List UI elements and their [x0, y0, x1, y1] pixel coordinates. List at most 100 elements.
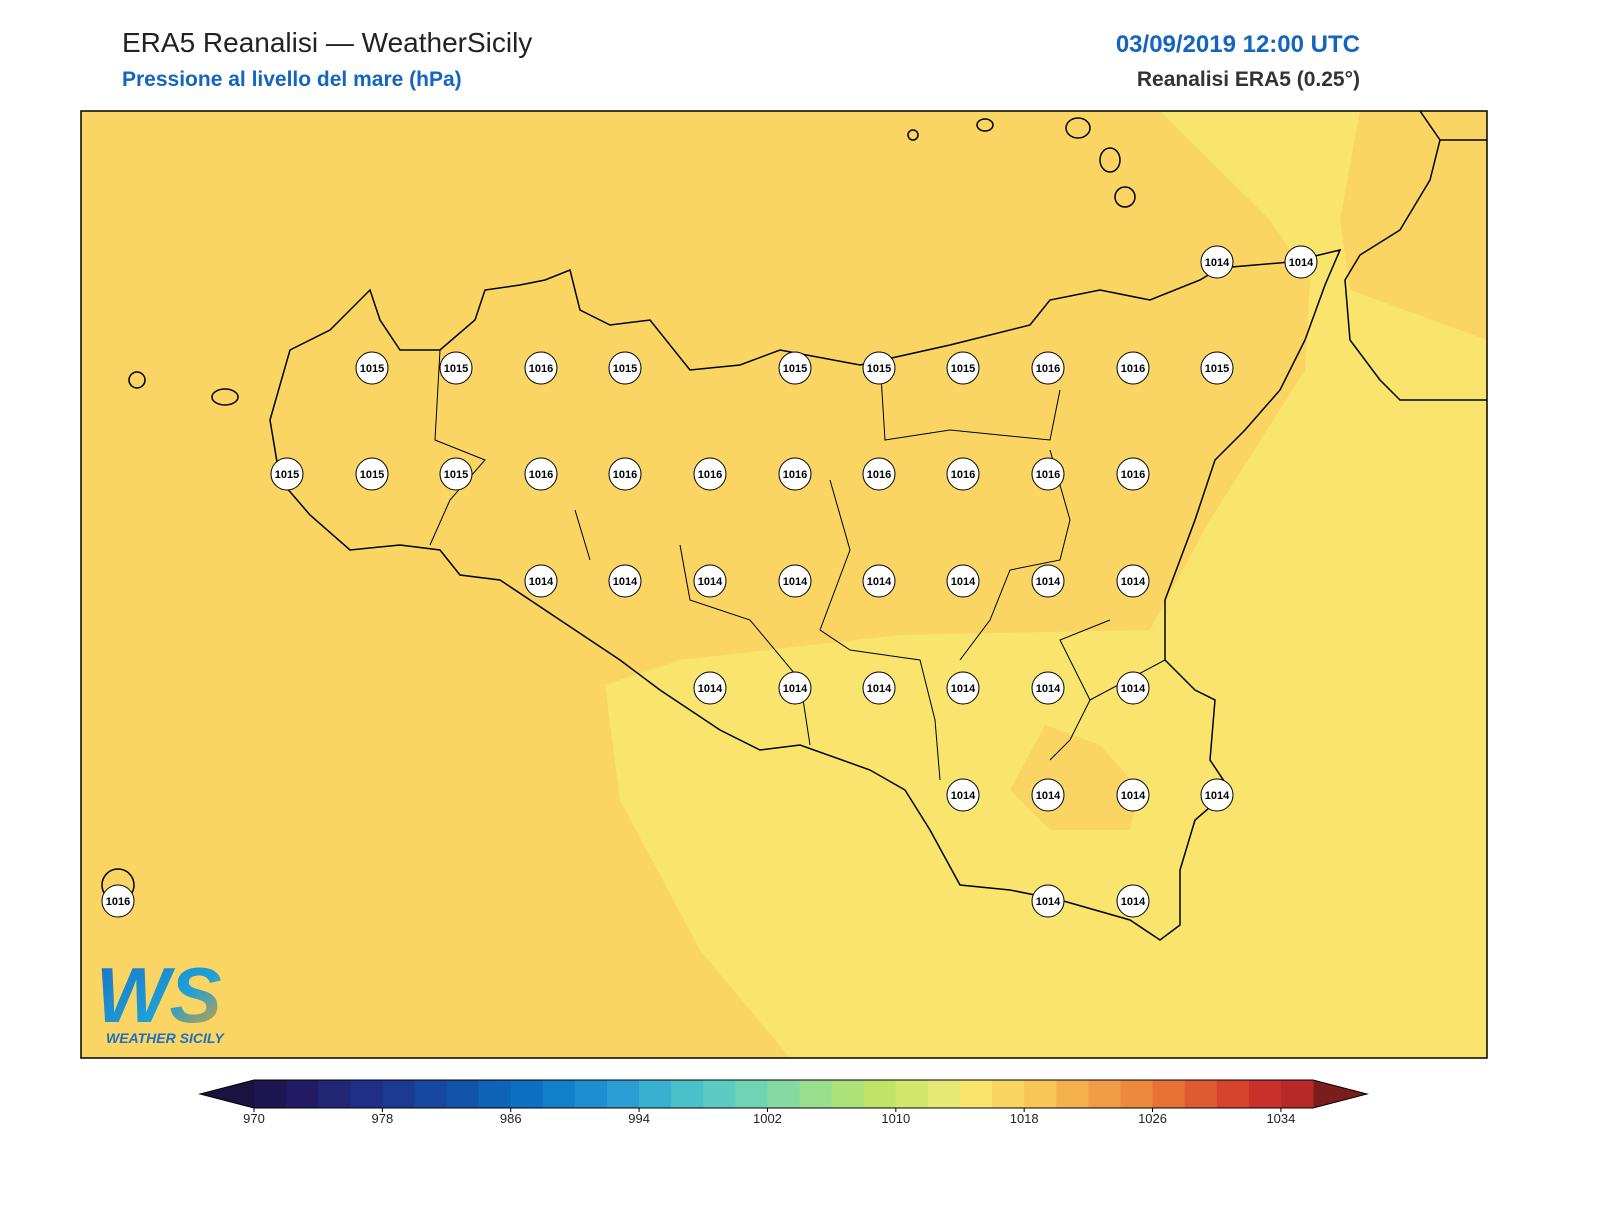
station-marker	[1031, 671, 1065, 705]
station-label: 1015	[444, 469, 468, 481]
station-label: 1016	[1121, 363, 1145, 375]
island	[976, 118, 994, 132]
colorbar-bin	[350, 1080, 383, 1108]
station-label: 1014	[529, 576, 554, 588]
station-label: 1014	[1036, 790, 1061, 802]
station-marker	[862, 564, 896, 598]
station-label: 1014	[867, 683, 892, 695]
station-label: 1016	[613, 469, 637, 481]
colorbar-bin	[1184, 1080, 1218, 1108]
station-marker	[1116, 671, 1150, 705]
colorbar-bin	[767, 1080, 801, 1108]
colorbar-tick-label: 1026	[1138, 1111, 1167, 1126]
station-marker	[1031, 778, 1065, 812]
datetime: 03/09/2019 12:00 UTC	[1116, 31, 1360, 58]
coastline-calabria	[1344, 111, 1487, 401]
colorbar-bin	[382, 1080, 415, 1108]
station-label: 1014	[1289, 257, 1314, 269]
station-label: 1016	[951, 469, 975, 481]
colorbar-bin	[927, 1080, 961, 1108]
colorbar-bin	[1088, 1080, 1121, 1108]
station-marker	[355, 351, 389, 385]
subtitle: Pressione al livello del mare (hPa)	[122, 68, 462, 91]
station-marker	[946, 564, 980, 598]
station-label: 1015	[783, 363, 807, 375]
station-marker	[778, 564, 812, 598]
map-frame	[80, 110, 1488, 1059]
station-marker	[946, 671, 980, 705]
station-label: 1014	[698, 683, 723, 695]
station-marker	[1200, 351, 1234, 385]
station-label: 1014	[867, 576, 892, 588]
station-label: 1014	[1036, 896, 1061, 908]
island	[1065, 117, 1091, 139]
station-marker	[862, 671, 896, 705]
station-marker	[608, 564, 642, 598]
colorbar-tick-label: 986	[500, 1111, 522, 1126]
station-marker	[693, 671, 727, 705]
colorbar-tick-label: 970	[243, 1111, 265, 1126]
colorbar-bin	[1152, 1080, 1186, 1108]
station-marker	[439, 457, 473, 491]
station-label: 1014	[1121, 576, 1146, 588]
colorbar-tick-label: 978	[372, 1111, 394, 1126]
station-label: 1015	[275, 469, 299, 481]
colorbar-outline	[198, 1079, 1369, 1109]
colorbar-bin	[574, 1080, 608, 1108]
station-label: 1015	[951, 363, 975, 375]
station-marker	[524, 351, 558, 385]
colorbar-bin	[254, 1080, 287, 1108]
colorbar-bin	[446, 1080, 480, 1108]
station-label: 1014	[1205, 257, 1230, 269]
stations: 1014 1014 1015 1015 1016 1015 1015 1015 1015 1016…	[101, 245, 1318, 918]
station-label: 1015	[613, 363, 637, 375]
colorbar-bin	[414, 1080, 448, 1108]
source: Reanalisi ERA5 (0.25°)	[1137, 68, 1360, 91]
station-label: 1014	[698, 576, 723, 588]
colorbar-bin	[510, 1080, 544, 1108]
colorbar-bin	[1216, 1080, 1250, 1108]
station-label: 1014	[1036, 576, 1061, 588]
station-label: 1016	[867, 469, 891, 481]
island	[907, 129, 919, 141]
station-marker	[608, 351, 642, 385]
island	[1114, 186, 1136, 208]
station-label: 1016	[1036, 363, 1060, 375]
station-marker	[946, 351, 980, 385]
colorbar-bin	[992, 1080, 1025, 1108]
station-marker	[862, 457, 896, 491]
logo-mark: WS	[96, 951, 222, 1039]
station-label: 1016	[1121, 469, 1145, 481]
station-marker	[1116, 457, 1150, 491]
station-marker	[1031, 457, 1065, 491]
station-label: 1014	[1121, 683, 1146, 695]
station-marker	[1200, 778, 1234, 812]
station-label: 1014	[951, 683, 976, 695]
colorbar-bin	[639, 1080, 672, 1108]
colorbar-bin	[895, 1080, 929, 1108]
station-label: 1014	[1036, 683, 1061, 695]
station-marker	[946, 457, 980, 491]
colorbar-under	[200, 1080, 254, 1108]
colorbar-bin	[960, 1080, 993, 1108]
island	[211, 388, 239, 406]
station-marker	[1116, 351, 1150, 385]
station-marker	[355, 457, 389, 491]
station-label: 1016	[529, 469, 553, 481]
station-marker	[1284, 245, 1318, 279]
station-marker	[608, 457, 642, 491]
station-marker	[101, 884, 135, 918]
station-label: 1016	[106, 896, 130, 908]
station-marker	[439, 351, 473, 385]
station-label: 1014	[951, 790, 976, 802]
station-marker	[1116, 564, 1150, 598]
station-label: 1014	[1121, 896, 1146, 908]
station-marker	[778, 457, 812, 491]
colorbar: 970 978 986 994 1002 1010 1018 1026 1034	[198, 1079, 1369, 1126]
island	[128, 371, 146, 389]
station-label: 1014	[1121, 790, 1146, 802]
colorbar-bin	[318, 1080, 351, 1108]
station-label: 1016	[783, 469, 807, 481]
